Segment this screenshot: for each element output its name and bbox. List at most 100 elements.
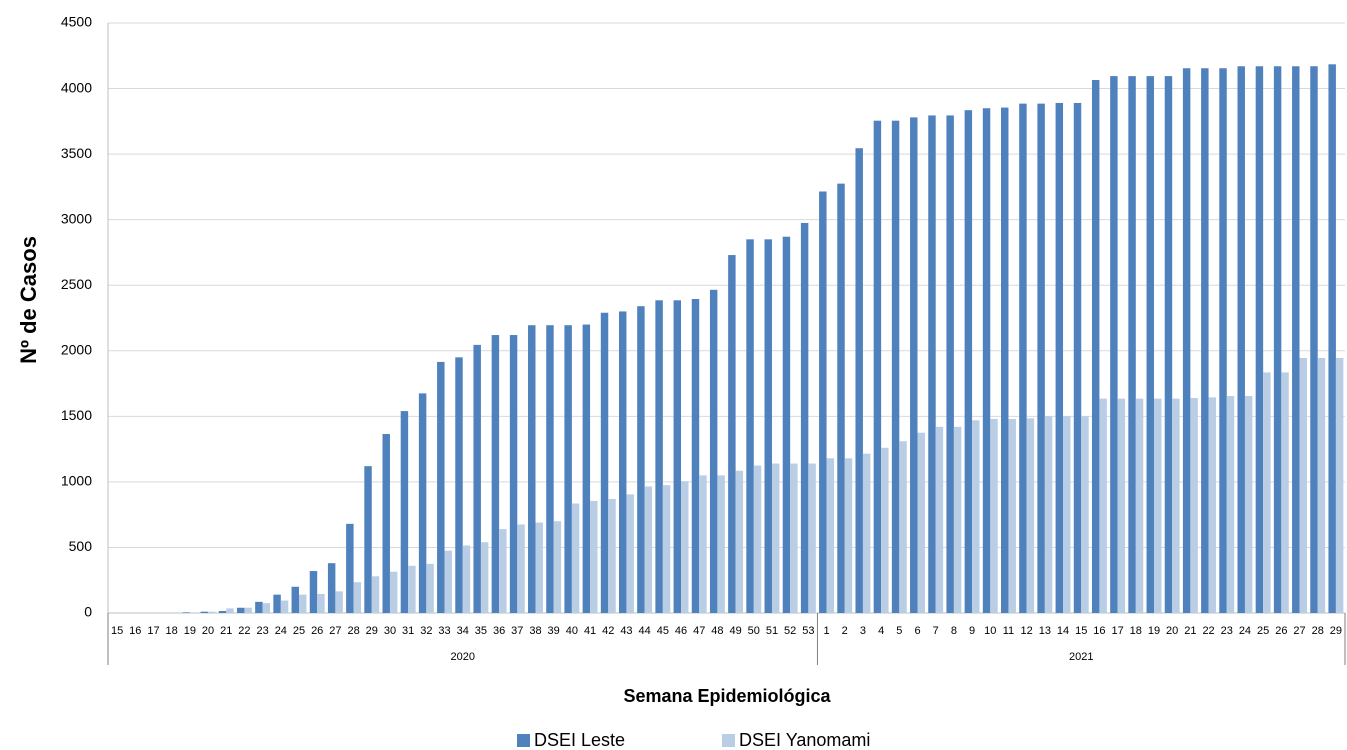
bar (1172, 398, 1180, 613)
bar (699, 475, 707, 613)
y-tick-label: 0 (84, 604, 92, 620)
x-tick-label: 34 (457, 625, 469, 637)
x-tick-label: 25 (293, 625, 305, 637)
bar (182, 612, 190, 613)
bar (244, 607, 252, 613)
x-tick-label: 14 (1057, 625, 1069, 637)
y-tick-label: 4500 (61, 14, 92, 30)
bar (1110, 76, 1118, 614)
x-tick-label: 20 (202, 625, 214, 637)
bar (480, 542, 489, 613)
bar (782, 236, 791, 613)
bar (862, 453, 871, 613)
bar (1328, 64, 1336, 614)
bar (844, 458, 853, 613)
bar (1153, 398, 1162, 613)
x-tick-label: 17 (147, 625, 159, 637)
x-tick-label: 44 (639, 625, 651, 637)
x-tick-label: 50 (748, 625, 760, 637)
x-tick-label: 46 (675, 625, 687, 637)
bar (218, 611, 227, 613)
bar (717, 475, 725, 613)
bar (728, 255, 736, 614)
bar (771, 463, 780, 613)
x-tick-label: 35 (475, 625, 487, 637)
x-tick-label: 42 (602, 625, 614, 637)
x-tick-label: 48 (711, 625, 723, 637)
y-tick-label: 500 (69, 538, 93, 554)
x-tick-label: 43 (620, 625, 632, 637)
x-tick-label: 27 (1293, 625, 1305, 637)
bar (681, 481, 689, 613)
bar (553, 521, 562, 613)
x-tick-label: 12 (1021, 625, 1033, 637)
bar (953, 426, 962, 613)
bar (528, 325, 536, 613)
x-tick-label: 37 (511, 625, 523, 637)
bar (891, 120, 900, 613)
bar (1081, 416, 1089, 613)
legend-label: DSEI Yanomami (739, 730, 870, 750)
x-tick-label: 51 (766, 625, 778, 637)
bar (808, 463, 816, 613)
bar (189, 612, 198, 613)
bar (226, 608, 234, 613)
x-tick-label: 22 (238, 625, 250, 637)
x-tick-label: 26 (311, 625, 323, 637)
bar (346, 523, 354, 613)
x-tick-label: 2 (842, 625, 848, 637)
bar (972, 420, 980, 613)
bar (1263, 372, 1271, 613)
bar (673, 300, 682, 613)
bar (644, 486, 653, 613)
bar (408, 565, 416, 613)
bar (1335, 357, 1344, 613)
y-axis-title: Nº de Casos (16, 236, 41, 364)
bar (982, 108, 991, 613)
bar (618, 311, 627, 613)
bar (280, 600, 289, 613)
y-tick-label: 1000 (61, 473, 92, 489)
legend-swatch (722, 734, 735, 747)
x-tick-label: 15 (1075, 625, 1087, 637)
bar (735, 470, 744, 613)
bar (262, 603, 271, 613)
bar (928, 115, 936, 613)
x-tick-label: 21 (220, 625, 232, 637)
bar (1091, 80, 1100, 614)
bar (935, 426, 944, 613)
x-tick-label: 16 (1093, 625, 1105, 637)
x-tick-label: 6 (914, 625, 920, 637)
legend-label: DSEI Leste (534, 730, 625, 750)
bar (1037, 103, 1045, 613)
bar (1073, 102, 1082, 613)
x-tick-label: 30 (384, 625, 396, 637)
bar (444, 550, 452, 613)
x-tick-label: 9 (969, 625, 975, 637)
x-tick-label: 21 (1184, 625, 1196, 637)
x-tick-label: 28 (1312, 625, 1324, 637)
x-tick-label: 29 (366, 625, 378, 637)
x-tick-label: 38 (529, 625, 541, 637)
bar (899, 441, 907, 613)
x-tick-label: 23 (1221, 625, 1233, 637)
x-tick-label: 45 (657, 625, 669, 637)
x-tick-label: 31 (402, 625, 414, 637)
x-tick-label: 8 (951, 625, 957, 637)
x-tick-label: 41 (584, 625, 596, 637)
x-tick-label: 16 (129, 625, 141, 637)
x-tick-label: 17 (1111, 625, 1123, 637)
bar (1317, 357, 1326, 613)
bar (1237, 66, 1245, 614)
x-tick-label: 11 (1003, 625, 1014, 637)
y-tick-label: 3500 (61, 145, 92, 161)
bar (837, 183, 845, 613)
bar (371, 576, 380, 613)
bar (855, 148, 863, 613)
x-tick-label: 49 (729, 625, 741, 637)
bar (1299, 357, 1307, 613)
bar (590, 500, 598, 613)
bar (499, 529, 507, 613)
bar (964, 110, 973, 613)
bar (437, 361, 445, 613)
